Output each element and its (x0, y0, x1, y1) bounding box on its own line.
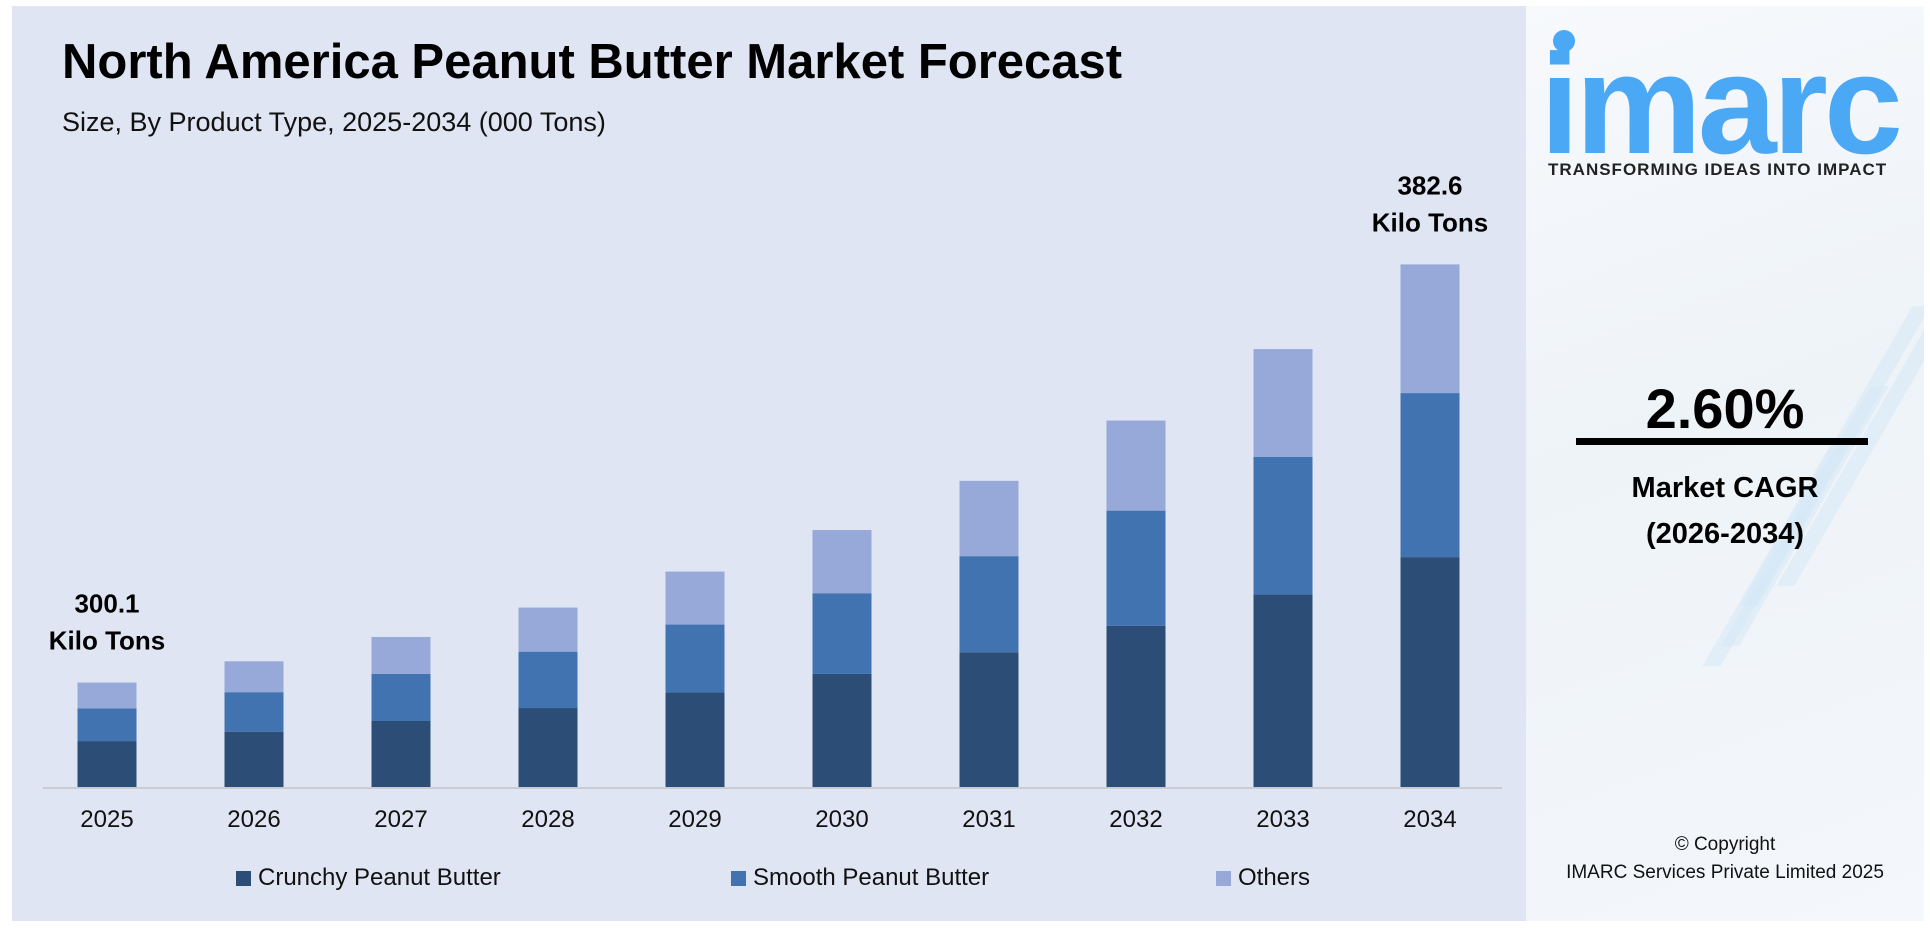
bar-2033-crunchy-peanut-butter (1253, 594, 1313, 787)
bar-2034-smooth-peanut-butter (1400, 393, 1460, 558)
bar-2033-smooth-peanut-butter (1253, 456, 1313, 595)
bar-2027-crunchy-peanut-butter (371, 720, 431, 787)
imarc-logo: imarc (1540, 25, 1903, 184)
bar-2031-crunchy-peanut-butter (959, 652, 1019, 787)
data-label-value: 382.6 (1397, 170, 1462, 200)
x-tick-label: 2029 (668, 806, 721, 833)
bar-2032-others (1106, 420, 1166, 511)
x-tick-label: 2034 (1403, 806, 1456, 833)
copyright-line2: IMARC Services Private Limited 2025 (1566, 862, 1884, 883)
legend-swatch (1216, 870, 1231, 886)
bar-2033-others (1253, 349, 1313, 457)
x-tick-label: 2028 (521, 806, 574, 833)
bar-2032-crunchy-peanut-butter (1106, 625, 1166, 787)
x-tick-label: 2026 (227, 806, 280, 833)
legend-label: Others (1238, 864, 1311, 891)
bar-2026-crunchy-peanut-butter (224, 731, 284, 787)
legend-swatch (731, 870, 746, 886)
bar-2030-others (812, 530, 872, 594)
bar-2030-smooth-peanut-butter (812, 593, 872, 674)
cagr-label: Market CAGR (1631, 472, 1819, 504)
bar-2029-crunchy-peanut-butter (665, 692, 725, 787)
legend-label: Crunchy Peanut Butter (258, 864, 501, 891)
divider (1576, 438, 1868, 445)
bar-2026-others (224, 661, 284, 693)
bar-2026-smooth-peanut-butter (224, 692, 284, 732)
sidebar-panel: imarc TRANSFORMING IDEAS INTO IMPACT 2.6… (1526, 6, 1924, 921)
x-tick-label: 2031 (962, 806, 1015, 833)
bar-2030-crunchy-peanut-butter (812, 673, 872, 787)
bar-2031-smooth-peanut-butter (959, 556, 1019, 653)
cagr-value: 2.60% (1645, 377, 1805, 440)
bar-2034-crunchy-peanut-butter (1400, 557, 1460, 787)
legend-item: Others (1216, 864, 1310, 892)
x-tick-label: 2030 (815, 806, 868, 833)
copyright-line1: © Copyright (1674, 834, 1776, 855)
chart-subtitle: Size, By Product Type, 2025-2034 (000 To… (62, 107, 606, 137)
x-tick-label: 2033 (1256, 806, 1309, 833)
bar-2028-smooth-peanut-butter (518, 651, 578, 709)
bar-2029-smooth-peanut-butter (665, 624, 725, 693)
bar-2028-crunchy-peanut-butter (518, 708, 578, 787)
bar-2031-others (959, 480, 1019, 557)
bar-2027-others (371, 636, 431, 674)
bar-2028-others (518, 607, 578, 652)
data-label-unit: Kilo Tons (1372, 207, 1489, 237)
x-tick-label: 2032 (1109, 806, 1162, 833)
bar-2027-smooth-peanut-butter (371, 673, 431, 721)
legend-label: Smooth Peanut Butter (753, 864, 990, 891)
bar-2025-crunchy-peanut-butter (77, 741, 137, 787)
bar-2032-smooth-peanut-butter (1106, 510, 1166, 626)
legend-item: Crunchy Peanut Butter (236, 864, 501, 892)
bar-2025-smooth-peanut-butter (77, 708, 137, 742)
data-label-unit: Kilo Tons (49, 626, 166, 656)
bar-2029-others (665, 571, 725, 625)
cagr-period: (2026-2034) (1646, 518, 1804, 550)
x-tick-label: 2027 (374, 806, 427, 833)
chart-title: North America Peanut Butter Market Forec… (62, 35, 1123, 89)
logo-tagline: TRANSFORMING IDEAS INTO IMPACT (1548, 160, 1888, 179)
data-label-value: 300.1 (74, 589, 139, 619)
x-tick-label: 2025 (80, 806, 133, 833)
legend-item: Smooth Peanut Butter (731, 864, 989, 892)
bar-2025-others (77, 682, 137, 709)
legend-swatch (236, 870, 251, 886)
logo-dot (1553, 30, 1575, 52)
bar-2034-others (1400, 264, 1460, 394)
stacked-bar-chart: 2025 2026 2027 2028 2029 2030 2031 2032 2033 2034… (43, 170, 1502, 833)
